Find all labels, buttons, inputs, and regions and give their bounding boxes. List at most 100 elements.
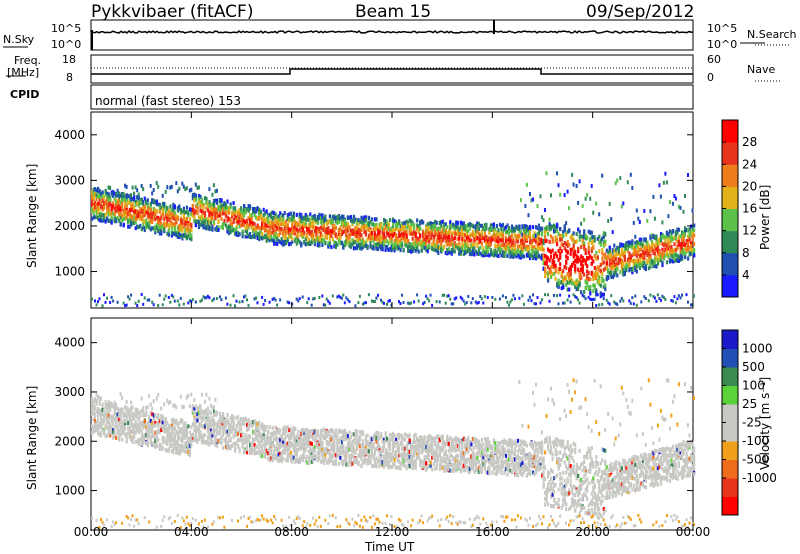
heatmap-cell bbox=[601, 279, 604, 284]
heatmap-cell bbox=[665, 244, 669, 249]
heatmap-cell bbox=[604, 252, 607, 257]
heatmap-cell bbox=[313, 228, 316, 233]
heatmap-cell bbox=[94, 200, 97, 205]
heatmap-cell bbox=[384, 236, 387, 240]
heatmap-cell bbox=[488, 253, 491, 258]
heatmap-cell bbox=[525, 253, 529, 258]
heatmap-cell bbox=[471, 232, 474, 237]
heatmap-cell bbox=[134, 439, 137, 444]
heatmap-cell bbox=[211, 224, 214, 229]
heatmap-cell bbox=[491, 237, 494, 242]
heatmap-cell bbox=[399, 242, 402, 247]
heatmap-cell bbox=[661, 252, 664, 257]
heatmap-cell bbox=[420, 248, 423, 253]
heatmap-cell bbox=[360, 215, 363, 220]
heatmap-cell bbox=[309, 232, 312, 237]
heatmap-cell bbox=[149, 429, 152, 433]
heatmap-cell bbox=[486, 239, 489, 244]
heatmap-cell bbox=[360, 239, 363, 244]
heatmap-cell bbox=[679, 205, 682, 210]
heatmap-cell bbox=[480, 297, 483, 301]
heatmap-cell bbox=[569, 277, 572, 282]
heatmap-cell bbox=[583, 295, 586, 298]
heatmap-cell bbox=[104, 434, 107, 438]
heatmap-cell bbox=[190, 237, 193, 242]
heatmap-cell bbox=[577, 259, 580, 264]
heatmap-cell bbox=[343, 219, 346, 224]
heatmap-cell bbox=[592, 289, 595, 294]
cpid-panel-frame bbox=[90, 84, 694, 110]
heatmap-cell bbox=[473, 233, 476, 238]
heatmap-cell bbox=[247, 223, 250, 228]
heatmap-cell bbox=[206, 221, 210, 226]
heatmap-cell bbox=[279, 217, 282, 222]
heatmap-cell bbox=[426, 238, 429, 243]
heatmap-cell bbox=[560, 242, 563, 247]
heatmap-cell bbox=[289, 217, 292, 222]
heatmap-cell bbox=[134, 215, 137, 220]
heatmap-cell bbox=[124, 183, 127, 188]
heatmap-cell bbox=[667, 236, 670, 241]
heatmap-cell bbox=[664, 253, 667, 258]
heatmap-cell bbox=[122, 413, 125, 418]
heatmap-cell bbox=[155, 438, 158, 443]
heatmap-cell bbox=[641, 243, 644, 248]
heatmap-cell bbox=[98, 206, 101, 211]
heatmap-cell bbox=[217, 225, 220, 230]
heatmap-cell bbox=[286, 223, 289, 228]
heatmap-cell bbox=[667, 233, 670, 237]
heatmap-cell bbox=[598, 240, 601, 245]
heatmap-cell bbox=[613, 263, 616, 267]
heatmap-cell bbox=[661, 242, 664, 246]
heatmap-cell bbox=[423, 243, 426, 248]
heatmap-cell bbox=[380, 235, 383, 240]
heatmap-cell bbox=[560, 274, 563, 279]
heatmap-cell bbox=[584, 285, 587, 290]
heatmap-cell bbox=[566, 287, 569, 292]
heatmap-cell bbox=[92, 187, 95, 192]
heatmap-cell bbox=[352, 229, 356, 233]
heatmap-cell bbox=[91, 402, 94, 407]
heatmap-cell bbox=[647, 248, 650, 253]
heatmap-cell bbox=[440, 239, 443, 244]
heatmap-cell bbox=[128, 297, 131, 301]
heatmap-cell bbox=[688, 245, 691, 250]
heatmap-cell bbox=[557, 278, 560, 283]
heatmap-cell bbox=[416, 239, 419, 244]
heatmap-cell bbox=[173, 222, 176, 227]
heatmap-cell bbox=[369, 241, 372, 245]
heatmap-cell bbox=[137, 213, 140, 217]
heatmap-cell bbox=[453, 244, 456, 249]
heatmap-cell bbox=[92, 204, 95, 209]
heatmap-cell bbox=[477, 227, 480, 232]
heatmap-cell bbox=[519, 249, 523, 254]
heatmap-cell bbox=[681, 255, 684, 260]
heatmap-cell bbox=[562, 269, 565, 274]
heatmap-cell bbox=[106, 518, 108, 522]
heatmap-cell bbox=[125, 195, 128, 199]
heatmap-cell bbox=[667, 246, 670, 251]
heatmap-cell bbox=[414, 241, 417, 246]
heatmap-cell bbox=[118, 435, 121, 440]
heatmap-cell bbox=[569, 279, 572, 284]
heatmap-cell bbox=[190, 207, 193, 212]
heatmap-cell bbox=[370, 245, 374, 250]
heatmap-cell bbox=[670, 230, 673, 235]
heatmap-cell bbox=[97, 431, 100, 436]
heatmap-cell bbox=[544, 293, 546, 297]
heatmap-cell bbox=[170, 215, 173, 220]
heatmap-cell bbox=[136, 411, 139, 416]
heatmap-cell bbox=[524, 238, 527, 243]
heatmap-cell bbox=[176, 232, 179, 237]
heatmap-cell bbox=[438, 235, 441, 240]
heatmap-cell bbox=[194, 223, 197, 228]
heatmap-cell bbox=[373, 243, 377, 248]
heatmap-cell bbox=[288, 301, 291, 305]
heatmap-cell bbox=[459, 220, 462, 225]
heatmap-cell bbox=[136, 188, 139, 193]
heatmap-cell bbox=[273, 221, 276, 226]
heatmap-cell bbox=[244, 208, 247, 213]
heatmap-cell bbox=[693, 242, 696, 247]
heatmap-cell bbox=[404, 238, 407, 242]
heatmap-cell bbox=[140, 430, 143, 435]
